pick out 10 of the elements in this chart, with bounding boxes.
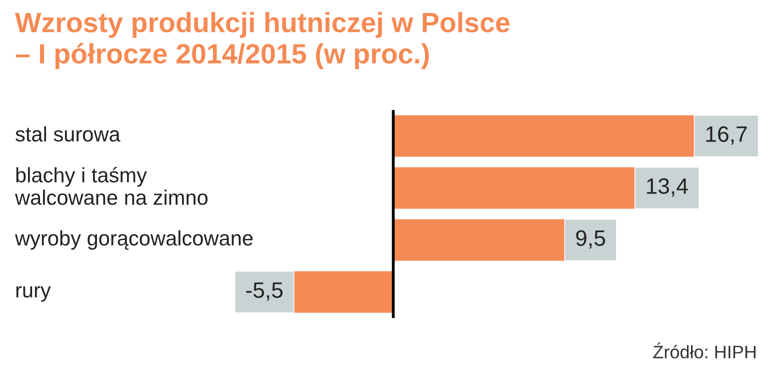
text: Źródło: HIPH: [653, 342, 756, 358]
data-label: 16,7: [706, 126, 747, 145]
data-label: 9,5: [576, 230, 606, 249]
data-label: -5,5: [246, 282, 283, 301]
y-tick-label: rury: [16, 286, 51, 302]
chart-title: Wzrosty produkcji hutniczej w Polsce – I półrocze 2014/2015 (w proc.): [15, 12, 510, 70]
y-tick-label: wyroby gorącowalcowane: [14, 230, 253, 250]
y-tick-label: blachy i taśmy walcowane na zimno: [14, 166, 208, 205]
data-label: 13,4: [646, 178, 688, 197]
y-tick-label: stal surowa: [16, 126, 120, 142]
